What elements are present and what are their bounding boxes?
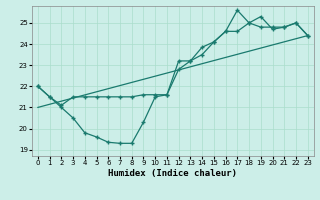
X-axis label: Humidex (Indice chaleur): Humidex (Indice chaleur)	[108, 169, 237, 178]
